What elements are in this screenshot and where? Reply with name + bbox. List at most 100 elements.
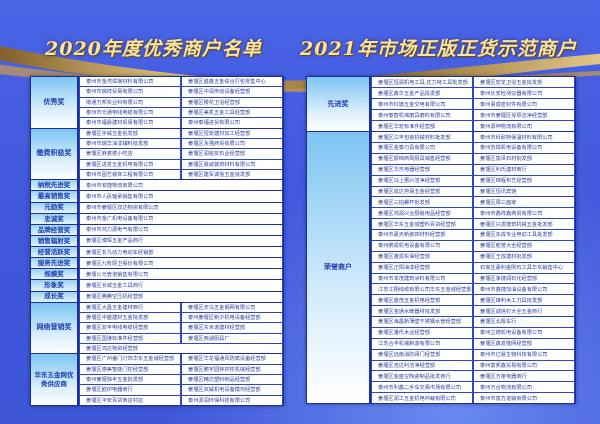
merchant-name-cell: 泰州市固艺装饰工程有限公司 — [80, 169, 180, 180]
table-row: 泰州市福晨建材贸易有限公司 泰州泰福进贸有限公司 — [79, 118, 283, 128]
merchant-name-cell: 姜堰区鑫发隆网经营部 — [474, 338, 574, 349]
award-label: 华东五金网优秀供应商 — [31, 354, 79, 405]
genuine-goods-merchants-table: 先进奖 姜堰区恒润机电工具,优力特工具批发部 姜堰区宏龙卫浴五金批发部 姜堰区鑫华五金… — [306, 76, 576, 404]
award-group: 形象奖 姜堰区长城五金工具商行 — [31, 280, 283, 292]
merchant-name-cell: 泰州市红旗五金交电有限公司 — [372, 99, 472, 110]
table-row: 姜堰区恒润机电工具,优力特工具批发部 姜堰区宏龙卫浴五金批发部 — [371, 77, 575, 89]
merchant-name-cell: 姜堰区国港标准件经营部 — [80, 333, 180, 343]
merchant-name-cell: 泰州源润环保科技有限公司 — [182, 395, 282, 405]
table-row: 姜堰区九牧厨卫股份有限公司 — [79, 258, 283, 269]
merchant-name-cell: 姜堰区建军诚信五金批发部 — [182, 169, 282, 180]
table-row: 姜堰区鸿源兴业厨房用品经营部 泰州市鑫祥鑫商贸有限公司 — [371, 208, 575, 220]
merchant-name-cell: 泰州市科耐特保温材料有限公司 — [474, 132, 574, 143]
award-group: 缴费积极奖 姜堰区宇威五金批发部 姜堰区恒安建材加工经营部 泰州市瑞华油漆辅料批发部姜… — [31, 128, 283, 181]
award-label: 荣誉商户 — [307, 132, 371, 403]
merchant-name-cell: 姜堰区中盛建材五金批发部 — [80, 312, 180, 323]
merchant-name-cell: 姜堰区博琛五金产品商行 — [80, 235, 282, 247]
title-2020-excellent-merchants: 2020年度优秀商户名单 — [45, 38, 262, 60]
merchant-name-cell: 泰州市元通电线电缆有限公司 — [80, 107, 180, 118]
table-row: 姜堰区成达劳保五金经营部 姜堰区恒讯宾馆 — [371, 186, 575, 198]
merchant-name-cell: 姜堰区金通水暖器材批发部 — [372, 306, 472, 317]
table-row: 泰州市元通电线电缆有限公司 姜堰区美凯五金工具经营部 — [79, 107, 283, 119]
table-row: 姜堰区双丰电线电缆经营部 姜堰区东米诺建材经营部 — [79, 323, 283, 334]
merchant-name-cell: 姜堰区恒讯宾馆 — [474, 186, 574, 197]
excellent-merchants-table: 优秀奖 泰州市金湾焊接材料有限公司 姜堰区盛鑫五金综合打包零售中心 泰州市瑞祥贸易有限… — [30, 76, 284, 406]
merchant-name-cell: 泰州姜堰区新沪机电设备经营部 — [182, 312, 282, 323]
table-row: 姜堰区华杰电器经营部 姜堰区利氏建材商行 — [371, 164, 575, 176]
merchant-name-cell: 姜堰区长城五金工具商行 — [80, 280, 282, 291]
merchant-name-cell: 姜堰区晨诚装饰材料有限公司 — [182, 159, 282, 169]
table-row: 姜堰区海昌新薄壁不锈钢水管经营部 姜堰区北极车行 — [371, 317, 575, 328]
merchant-name-cell: 泰州市姜堰区琴辰洁净经营部 — [474, 110, 574, 121]
award-group: 经营活跃奖 姜堰区非凡动力电动车经销部 — [31, 247, 283, 259]
merchant-name-cell: 姜堰区欧护电器商行 — [80, 385, 180, 395]
table-row: 南通万邦实业科有限公司 姜堰区樱花卫浴经营部 — [79, 97, 283, 108]
merchant-name-cell: 姜堰区精达塑料制品经营部 — [182, 374, 282, 385]
merchant-name-cell: 泰州市富方进输有限公司 — [474, 393, 574, 404]
merchant-name-cell: 姜堰区华杰电器经营部 — [372, 164, 472, 175]
merchant-name-cell: 泰州长安检测仪器有限公司 — [474, 88, 574, 99]
table-row: 泰州泰智机械磨具磨料有限公司 泰州市姜堰区琴辰洁净经营部 — [371, 110, 575, 122]
merchant-name-cell: 姜堰区恒安建材加工经营部 — [182, 128, 282, 138]
merchant-name-cell: 泰州立德机电设备有限公司 — [474, 327, 574, 338]
table-row: 姜堰区进发五金机电有限公司 姜堰区晨诚装饰材料有限公司 — [79, 159, 283, 170]
merchant-name-cell: 泰州市鑫祥鑫商贸有限公司 — [474, 208, 574, 219]
award-label: 最高销售奖 — [31, 191, 79, 202]
table-row: 泰州市红旗五金交电有限公司 泰州易成密封件有限公司 — [371, 99, 575, 111]
merchant-name-cell: 泰州市瑞祥贸易有限公司 — [80, 87, 180, 97]
table-row: 姜堰区国港标准件经营部 姜堰区西湖厨具厂 — [79, 333, 283, 344]
table-row: 姜堰区三拍螺杆批发部 姜堰区周三面家 — [371, 197, 575, 209]
award-group: 网络营销奖 姜堰区大昌五金建材商行 姜堰区天马五金钢网有限公司 姜堰区中盛建材五金批发… — [31, 302, 283, 355]
merchant-name-cell: 姜堰区天马五金钢网有限公司 — [182, 302, 282, 312]
merchant-name-cell: 姜堰公元管道销售有限公司 — [80, 269, 282, 280]
merchant-name-cell: 泰州市嘉天新装饰材料经营部 — [372, 230, 472, 240]
table-row: 泰州市金湾焊接材料有限公司 姜堰区盛鑫五金综合打包零售中心 — [79, 77, 283, 88]
merchant-name-cell: 姜堰区大昌五金建材商行 — [80, 302, 180, 312]
table-row: 姜堰区盛茂五金机电经营部 姜堰区锋利木工刀具批发部 — [371, 295, 575, 307]
award-label: 服务先进奖 — [31, 258, 79, 269]
table-row: 姜堰区平安百货商店村店 泰州源润环保科技有限公司 — [79, 395, 283, 405]
merchant-name-cell: 姜堰区鸿达物资经营部 — [80, 343, 282, 354]
merchant-name-cell: 姜堰区浩达利洁净经营部 — [372, 360, 472, 371]
merchant-name-cell: 泰州源坤物流有限公司 — [474, 121, 574, 132]
merchant-name-cell: 姜堰区润铭友石业经营部 — [182, 149, 282, 159]
merchant-name-cell: 姜堰区北极车行 — [474, 317, 574, 327]
merchant-name-cell: 石家庄嘉利金刚石工具华东销售中心 — [474, 262, 574, 273]
award-group: 先进奖 姜堰区恒润机电工具,优力特工具批发部 姜堰区宏龙卫浴五金批发部 姜堰区鑫华五金… — [307, 77, 575, 133]
merchant-name-cell: 姜堰区诚信钉大全五金商行 — [474, 306, 574, 317]
merchant-name-cell: 泰州市金广机电设备有限公司 — [80, 213, 282, 224]
merchant-name-cell: 姜堰区中润传动设备经营部 — [182, 87, 282, 97]
merchant-name-cell: 姜堰区鸿源兴业厨房用品经营部 — [372, 208, 472, 219]
merchant-name-cell: 姜堰区马上惠兴洁净经营部 — [372, 175, 472, 186]
table-row: 江苏合丰机械制造有限公司 姜堰区鑫发隆网经营部 — [371, 338, 575, 350]
merchant-name-cell: 姜堰区江丰包装机械材料批发部 — [372, 132, 472, 143]
merchant-name-cell: 姜堰区争捷润石化经营部 — [474, 273, 574, 284]
award-label: 网络营销奖 — [31, 302, 79, 354]
merchant-name-cell: 泰州市亿晨生物科技有限公司 — [474, 349, 574, 360]
table-row: 姜堰区蓬源东保经营部 姜堰区王成建材批发部 — [371, 251, 575, 263]
table-row: 姜堰区麻婆婆小吃店 姜堰区润铭友石业经营部 — [79, 149, 283, 160]
merchant-name-cell: 姜堰区兴发隆筑机械五金批发部 — [474, 219, 574, 230]
merchant-name-cell: 姜堰区东米诺建材经营部 — [182, 323, 282, 333]
merchant-name-cell: 姜堰区王成建材批发部 — [474, 251, 574, 262]
table-row: 姜堰区德美智能门控经营部 姜堰区鹏宇园林农牧机械经营部 — [79, 364, 283, 375]
table-row: 姜堰区江丰包装机械材料批发部 泰州市科耐特保温材料有限公司 — [371, 132, 575, 144]
table-row: 泰州市利鑫二手车交易市场有限公司 泰州万合物流有限公司 — [371, 382, 575, 394]
table-row: 江苏江翔线缆有限公司华东五金城经营部 泰州市鑫捷加油设备有限公司 — [371, 284, 575, 296]
award-label: 销售辐射奖 — [31, 235, 79, 247]
merchant-name-cell: 泰州姜堰独丰五金批发部 — [80, 374, 180, 385]
merchant-name-cell: 姜堰区正阳油漆经营部 — [372, 262, 472, 273]
merchant-name-cell: 姜堰区鹏宇园林农牧机械经营部 — [182, 364, 282, 374]
merchant-name-cell: 姜堰区成达劳保五金经营部 — [372, 186, 472, 197]
table-row: 泰州鹏成机电设备有限公司 姜堰区乾誉大全经营部 — [371, 240, 575, 252]
table-row: 泰州市安捷物流有限公司 — [79, 180, 283, 191]
title-2021-genuine-goods-merchants: 2021年市场正版正货示范商户 — [300, 38, 577, 60]
merchant-name-cell: 姜堰区九牧厨卫股份有限公司 — [80, 258, 282, 269]
merchant-name-cell: 姜堰区盛鑫五金综合打包零售中心 — [182, 77, 282, 87]
merchant-name-cell: 泰州市鑫捷加油设备有限公司 — [474, 284, 574, 295]
merchant-name-cell: 泰州万合物流有限公司 — [474, 382, 574, 393]
award-group: 成长奖 姜堰区腾腾空压机经营部 — [31, 291, 283, 303]
table-row: 姜堰区鑫华五金产品批发部 泰州长安检测仪器有限公司 — [371, 88, 575, 100]
table-row: 姜堰区潘氏木业经营部 泰州立德机电设备有限公司 — [371, 327, 575, 339]
award-label: 缴费积极奖 — [31, 128, 79, 180]
